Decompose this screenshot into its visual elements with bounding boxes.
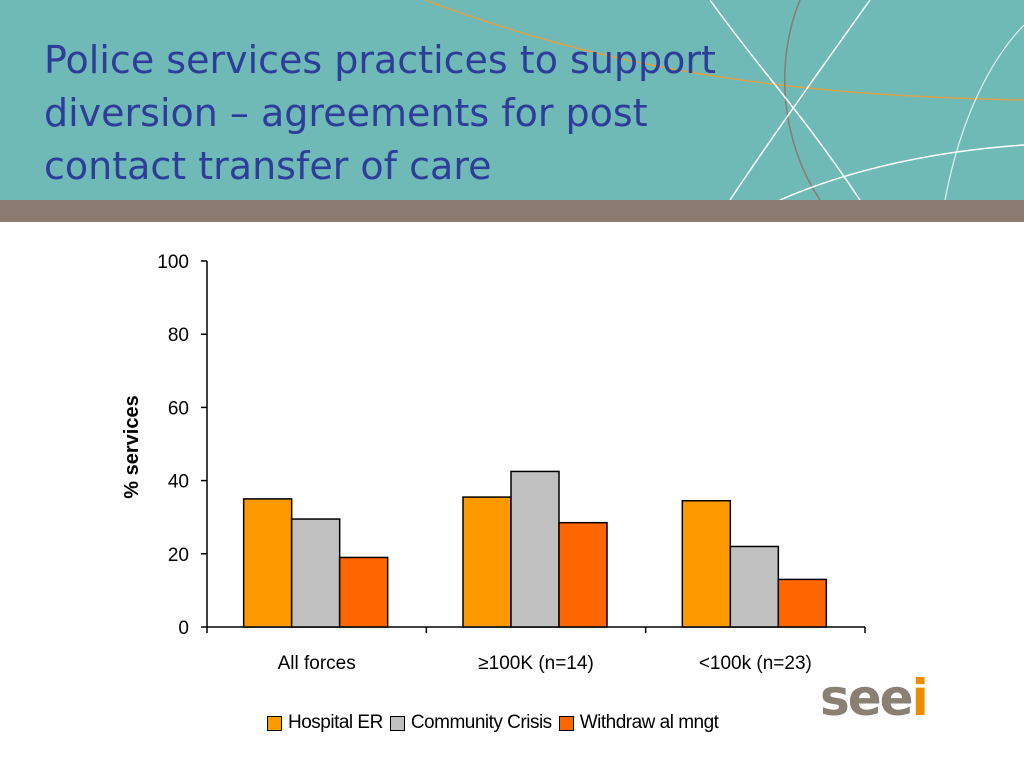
legend-item: Hospital ER	[267, 712, 383, 734]
x-tick-label: <100k (n=23)	[699, 653, 812, 674]
bar-hospital-er	[681, 499, 732, 628]
bar-withdraw-al-mngt	[777, 578, 828, 628]
logo-text: see	[820, 669, 914, 727]
bar-withdraw-al-mngt	[338, 556, 389, 628]
bar-hospital-er	[242, 498, 293, 628]
bar-withdraw-al-mngt	[558, 521, 608, 628]
bar-community-crisis	[290, 518, 341, 628]
legend-label: Withdraw al mngt	[579, 712, 719, 733]
legend-item: Withdraw al mngt	[558, 712, 719, 734]
bar-chart: 0 20 40 60 80 100 % services All forces ≥100K (n…	[121, 252, 866, 674]
decorative-curves	[424, 0, 1024, 200]
x-tick-label: All forces	[278, 653, 356, 674]
bar-community-crisis	[510, 470, 560, 628]
header-divider-band	[0, 200, 1024, 222]
legend-label: Community Crisis	[410, 712, 552, 733]
seei-logo: seei	[820, 668, 929, 728]
y-tick-label: 60	[168, 398, 189, 419]
logo-accent-text: i	[911, 669, 929, 727]
legend-swatch	[389, 715, 405, 731]
legend-label: Hospital ER	[288, 712, 383, 733]
y-tick-label: 80	[168, 325, 189, 346]
y-tick-label: 20	[168, 545, 189, 566]
y-tick-label: 40	[168, 472, 189, 493]
y-tick-label: 0	[178, 618, 189, 639]
y-axis-title: % services	[121, 395, 143, 498]
bar-hospital-er	[462, 496, 512, 628]
y-tick-label: 100	[157, 252, 189, 273]
page-title: Police services practices to support div…	[44, 38, 716, 188]
x-tick-label: ≥100K (n=14)	[478, 653, 594, 674]
legend-swatch	[558, 715, 574, 731]
title-header: Police services practices to support div…	[0, 0, 1024, 200]
chart-legend: Hospital ER Community Crisis Withdraw al m…	[267, 710, 725, 736]
bar-community-crisis	[729, 545, 780, 628]
legend-swatch	[267, 715, 282, 731]
legend-item: Community Crisis	[389, 712, 552, 734]
